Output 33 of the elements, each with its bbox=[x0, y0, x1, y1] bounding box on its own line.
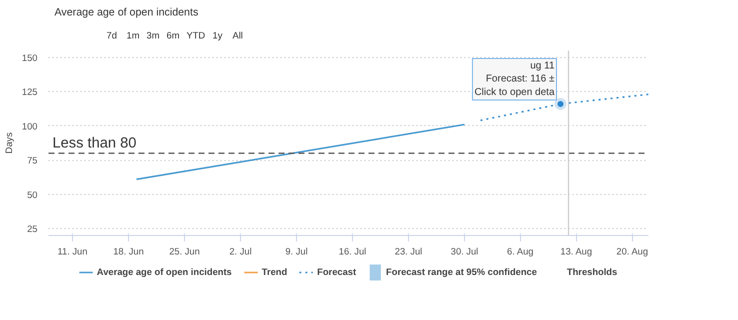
x-tick-label: 25. Jun bbox=[169, 246, 200, 256]
y-tick-label: 75 bbox=[27, 156, 38, 166]
text: 7d bbox=[106, 30, 117, 40]
x-tick-label: 18. Jun bbox=[113, 246, 144, 256]
chart-title: Average age of open incidents bbox=[54, 6, 198, 18]
x-tick-label: 23. Jul bbox=[394, 246, 422, 256]
x-tick-label: 30. Jul bbox=[450, 246, 478, 256]
y-tick-label: 150 bbox=[22, 52, 38, 63]
y-axis-title: Days bbox=[4, 132, 14, 154]
legend-label: Average age of open incidents bbox=[96, 267, 232, 277]
y-tick-label: 100 bbox=[22, 121, 38, 132]
x-tick-label: 20. Aug bbox=[616, 246, 648, 256]
x-tick-label: 11. Jun bbox=[58, 246, 88, 256]
text: 3m bbox=[146, 30, 160, 40]
x-tick-label: 13. Aug bbox=[560, 246, 592, 256]
text: 1m bbox=[126, 30, 140, 40]
y-tick-label: 125 bbox=[22, 87, 38, 98]
text: All bbox=[232, 30, 243, 40]
legend-label: Forecast range at 95% confidence bbox=[386, 267, 537, 277]
y-tick-label: 25 bbox=[27, 224, 38, 234]
x-tick-label: 9. Jul bbox=[285, 246, 308, 256]
legend-label: Trend bbox=[262, 267, 288, 277]
x-tick-label: 6. Aug bbox=[507, 246, 534, 256]
text: 1y bbox=[212, 30, 223, 40]
x-tick-label: 16. Jul bbox=[338, 246, 366, 256]
text: YTD bbox=[186, 30, 206, 40]
x-tick-label: 2. Jul bbox=[229, 246, 252, 256]
text: 6m bbox=[166, 30, 180, 40]
legend-label: Forecast bbox=[317, 267, 356, 277]
annotation: ug 11 Forecast: 116 ± Click to open deta bbox=[474, 60, 556, 98]
y-tick-label: 50 bbox=[27, 190, 38, 200]
text: Thresholds bbox=[566, 267, 618, 277]
ref-line-label: Less than 80 bbox=[52, 135, 136, 152]
